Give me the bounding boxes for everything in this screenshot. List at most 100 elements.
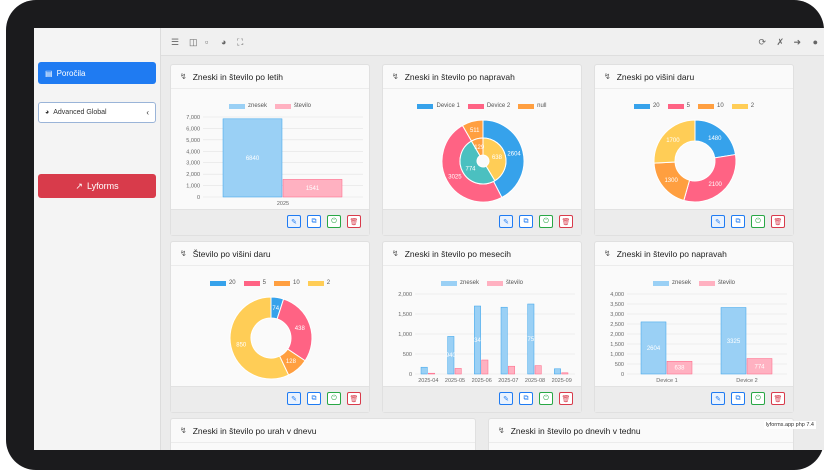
logout-icon[interactable]: ➜ xyxy=(793,37,801,47)
legend-swatch xyxy=(243,280,260,286)
edit-button[interactable]: ✎ xyxy=(711,392,725,405)
bar-value-label: 940 xyxy=(446,353,457,359)
edit-button[interactable]: ✎ xyxy=(499,392,513,405)
edit-button[interactable]: ✎ xyxy=(287,392,301,405)
copy-button[interactable]: ⧉ xyxy=(519,215,533,228)
copy-button[interactable]: ⧉ xyxy=(307,215,321,228)
donut-chart: 1480 2100 1300 1700 xyxy=(653,119,737,203)
delete-button[interactable]: 🗑 xyxy=(559,392,573,405)
legend-label: 2 xyxy=(750,103,755,109)
card-footer: ✎ ⧉ ⏻ 🗑 xyxy=(383,209,581,235)
x-tick-label: Device 2 xyxy=(736,378,757,384)
delete-button[interactable]: 🗑 xyxy=(771,215,785,228)
bar-chart: 7,000 6,000 5,000 4,000 3,000 2,000 1,000 0 6840… xyxy=(186,115,363,207)
power-icon: ⏻ xyxy=(543,394,549,402)
trash-icon: 🗑 xyxy=(561,218,571,226)
copy-button[interactable]: ⧉ xyxy=(731,215,745,228)
power-button[interactable]: ⏻ xyxy=(327,215,341,228)
bar xyxy=(720,307,747,375)
donut-slice xyxy=(683,153,737,203)
y-tick-label: 4,000 xyxy=(610,292,624,298)
bar xyxy=(534,365,542,375)
card-header: ↯ Zneski in število po dnevih v tednu xyxy=(489,419,793,443)
edit-button[interactable]: ✎ xyxy=(499,215,513,228)
x-tick-label: 2025-08 xyxy=(525,378,545,384)
legend-label: 2 xyxy=(326,280,331,286)
power-button[interactable]: ⏻ xyxy=(751,392,765,405)
donut-slice xyxy=(470,137,484,157)
chart-legend: znesek število xyxy=(171,103,369,109)
bar xyxy=(554,368,561,375)
tablet-frame: ▤ Poročila ◕ Advanced Global ‹ ↗ Lyforms… xyxy=(6,0,824,470)
slice-value-label: 129 xyxy=(474,145,485,151)
bar-value-label: 34 xyxy=(474,338,481,344)
bar xyxy=(500,306,508,375)
card-footer: ✎ ⧉ ⏻ 🗑 xyxy=(595,386,793,412)
power-button[interactable]: ⏻ xyxy=(539,215,553,228)
copy-button[interactable]: ⧉ xyxy=(307,392,321,405)
slice-value-label: 2604 xyxy=(507,151,521,157)
bar xyxy=(474,305,481,375)
power-button[interactable]: ⏻ xyxy=(751,215,765,228)
y-tick-label: 3,000 xyxy=(186,161,200,167)
y-tick-label: 0 xyxy=(409,372,412,378)
menu-icon[interactable]: ☰ xyxy=(171,37,180,47)
y-tick-label: 500 xyxy=(615,362,624,368)
card-amounts-by-hour: ↯ Zneski in število po urah v dnevu xyxy=(170,418,476,450)
bar-chart: 2,000 1,500 1,000 500 0 2025-04 940 2025-05 34 20… xyxy=(398,292,575,384)
donut-chart: 2604 3025 511 638 774 129 xyxy=(441,119,525,203)
copy-button[interactable]: ⧉ xyxy=(731,392,745,405)
card-header: ↯ Zneski in število po letih xyxy=(171,65,369,89)
delete-button[interactable]: 🗑 xyxy=(771,392,785,405)
bar xyxy=(282,179,343,198)
reports-label: Poročila xyxy=(56,68,86,78)
bar xyxy=(640,321,667,375)
donut-slice xyxy=(653,119,696,164)
chart-icon: ↯ xyxy=(498,426,505,435)
bar-chart: 4,000 3,500 3,000 2,500 2,000 1,500 1,000 500 0 2… xyxy=(610,292,787,384)
card-amounts-by-gift: ↯ Zneski po višini daru 20 5 10 2 1480 21… xyxy=(594,64,794,236)
power-button[interactable]: ⏻ xyxy=(539,392,553,405)
bar xyxy=(420,366,428,375)
edit-button[interactable]: ✎ xyxy=(287,215,301,228)
legend-label: število xyxy=(506,280,524,286)
chart-icon: ↯ xyxy=(392,249,399,258)
card-count-by-gift: ↯ Število po višini daru 20 5 10 2 74 438… xyxy=(170,241,370,413)
pie-chart-icon[interactable]: ◕ xyxy=(221,37,227,47)
card-title: Zneski in število po napravah xyxy=(404,71,515,82)
y-tick-label: 1,500 xyxy=(610,342,624,348)
trash-icon: 🗑 xyxy=(349,395,359,403)
pie-chart-icon: ◕ xyxy=(45,109,50,116)
chart-icon: ↯ xyxy=(604,72,611,81)
x-tick-label: 2025 xyxy=(277,201,289,207)
card-title: Število po višini daru xyxy=(192,248,271,259)
bar-chart-icon[interactable]: ▫ xyxy=(205,37,209,47)
legend-label: število xyxy=(718,280,736,286)
legend-label: 5 xyxy=(686,103,690,109)
database-icon[interactable]: ◫ xyxy=(189,37,198,47)
fullscreen-icon[interactable]: ⛶ xyxy=(237,37,244,47)
refresh-icon[interactable]: ⟳ xyxy=(758,37,766,47)
y-tick-label: 0 xyxy=(197,195,200,201)
lyforms-button[interactable]: ↗ Lyforms xyxy=(38,174,156,198)
user-icon[interactable]: ● xyxy=(812,37,818,47)
reports-button[interactable]: ▤ Poročila xyxy=(38,62,156,84)
y-tick-label: 3,000 xyxy=(610,312,624,318)
chart-icon: ↯ xyxy=(180,249,187,258)
delete-button[interactable]: 🗑 xyxy=(347,392,361,405)
edit-button[interactable]: ✎ xyxy=(711,215,725,228)
card-header: ↯ Zneski in število po napravah xyxy=(595,242,793,266)
slice-value-label: 2100 xyxy=(709,182,723,188)
shuffle-icon[interactable]: ✗ xyxy=(776,37,784,47)
copy-button[interactable]: ⧉ xyxy=(519,392,533,405)
legend-swatch xyxy=(667,103,684,109)
card-amounts-by-month: ↯ Zneski in število po mesecih znesek št… xyxy=(382,241,582,413)
donut-chart: 74 438 128 850 xyxy=(229,296,313,380)
legend-label: 20 xyxy=(652,103,660,109)
delete-button[interactable]: 🗑 xyxy=(347,215,361,228)
power-button[interactable]: ⏻ xyxy=(327,392,341,405)
slice-value-label: 3025 xyxy=(448,174,462,180)
bar-value-label: 3325 xyxy=(727,339,741,345)
delete-button[interactable]: 🗑 xyxy=(559,215,573,228)
advanced-global-dropdown[interactable]: ◕ Advanced Global ‹ xyxy=(38,102,156,123)
